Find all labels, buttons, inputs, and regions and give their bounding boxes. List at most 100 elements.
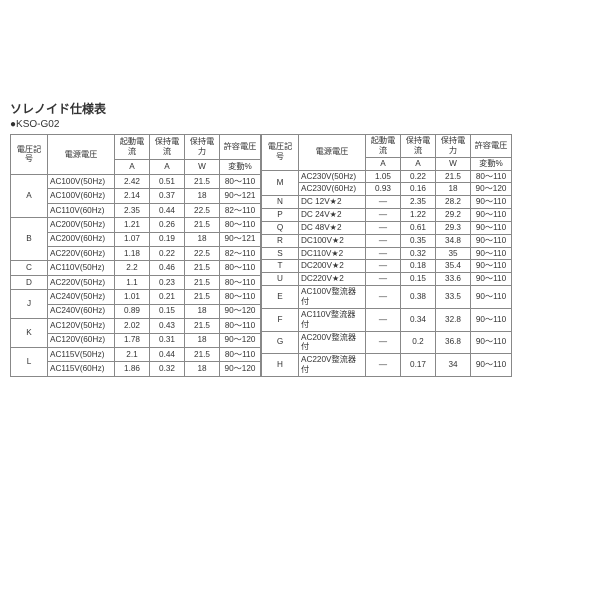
cell-hold-a: 0.32 xyxy=(401,247,436,260)
table-row: AC230V(60Hz)0.930.161890～120 xyxy=(262,183,512,196)
cell-hold-a: 0.44 xyxy=(150,203,185,217)
cell-voltage: AC100V(50Hz) xyxy=(48,174,115,188)
table-row: LAC115V(50Hz)2.10.4421.580～110 xyxy=(11,347,261,361)
cell-voltage: AC240V(50Hz) xyxy=(48,290,115,304)
cell-start-a: — xyxy=(366,221,401,234)
cell-hold-w: 33.5 xyxy=(436,286,471,309)
hdr-voltage: 電源電圧 xyxy=(299,135,366,171)
cell-tol: 80～110 xyxy=(220,174,261,188)
hdr-unit-pct: 変動% xyxy=(471,157,512,170)
cell-voltage: DC220V★2 xyxy=(299,273,366,286)
cell-hold-w: 18 xyxy=(185,304,220,318)
table-row: DAC220V(50Hz)1.10.2321.580～110 xyxy=(11,275,261,289)
hdr-unit-w: W xyxy=(436,157,471,170)
cell-voltage: AC110V(60Hz) xyxy=(48,203,115,217)
cell-hold-a: 0.23 xyxy=(150,275,185,289)
cell-voltage: AC120V(60Hz) xyxy=(48,333,115,347)
cell-hold-w: 18 xyxy=(185,333,220,347)
cell-voltage: AC110V整流器付 xyxy=(299,308,366,331)
cell-code: R xyxy=(262,234,299,247)
cell-hold-a: 0.22 xyxy=(150,247,185,261)
cell-hold-w: 21.5 xyxy=(436,170,471,183)
hdr-tol: 許容電圧 xyxy=(220,135,261,160)
cell-start-a: — xyxy=(366,331,401,354)
cell-tol: 90～110 xyxy=(471,234,512,247)
cell-code: N xyxy=(262,196,299,209)
cell-code: C xyxy=(11,261,48,275)
cell-hold-w: 22.5 xyxy=(185,203,220,217)
table-row: MAC230V(50Hz)1.050.2221.580～110 xyxy=(262,170,512,183)
hdr-start-a: 起動電流 xyxy=(115,135,150,160)
cell-code: S xyxy=(262,247,299,260)
cell-tol: 80～110 xyxy=(220,275,261,289)
hdr-hold-w: 保持電力 xyxy=(436,135,471,158)
cell-tol: 80～110 xyxy=(220,290,261,304)
hdr-voltage: 電源電圧 xyxy=(48,135,115,175)
cell-voltage: AC200V(50Hz) xyxy=(48,218,115,232)
cell-code: G xyxy=(262,331,299,354)
table-row: AC220V(60Hz)1.180.2222.582～110 xyxy=(11,247,261,261)
cell-hold-w: 35.4 xyxy=(436,260,471,273)
cell-voltage: DC 12V★2 xyxy=(299,196,366,209)
cell-code: H xyxy=(262,354,299,377)
left-table: 電圧記号電源電圧起動電流保持電流保持電力許容電圧AAW変動%AAC100V(50… xyxy=(10,134,261,377)
cell-tol: 90～110 xyxy=(471,221,512,234)
table-row: RDC100V★2—0.3534.890～110 xyxy=(262,234,512,247)
cell-voltage: AC115V(50Hz) xyxy=(48,347,115,361)
cell-hold-w: 28.2 xyxy=(436,196,471,209)
cell-start-a: — xyxy=(366,196,401,209)
table-row: AC110V(60Hz)2.350.4422.582～110 xyxy=(11,203,261,217)
cell-tol: 90～120 xyxy=(220,304,261,318)
cell-tol: 90～120 xyxy=(220,362,261,377)
hdr-hold-a: 保持電流 xyxy=(401,135,436,158)
cell-start-a: — xyxy=(366,260,401,273)
cell-tol: 90～120 xyxy=(471,183,512,196)
cell-voltage: AC100V(60Hz) xyxy=(48,189,115,203)
cell-voltage: AC110V(50Hz) xyxy=(48,261,115,275)
table-row: BAC200V(50Hz)1.210.2621.580～110 xyxy=(11,218,261,232)
cell-start-a: 2.14 xyxy=(115,189,150,203)
hdr-unit-a1: A xyxy=(115,160,150,174)
cell-hold-w: 29.2 xyxy=(436,209,471,222)
cell-start-a: — xyxy=(366,234,401,247)
cell-hold-a: 0.15 xyxy=(401,273,436,286)
cell-tol: 90～120 xyxy=(220,333,261,347)
table-row: QDC 48V★2—0.6129.390～110 xyxy=(262,221,512,234)
cell-hold-w: 36.8 xyxy=(436,331,471,354)
hdr-tol: 許容電圧 xyxy=(471,135,512,158)
cell-hold-w: 21.5 xyxy=(185,261,220,275)
cell-start-a: 1.18 xyxy=(115,247,150,261)
cell-tol: 82～110 xyxy=(220,203,261,217)
table-row: AC115V(60Hz)1.860.321890～120 xyxy=(11,362,261,377)
cell-start-a: — xyxy=(366,209,401,222)
cell-tol: 90～110 xyxy=(471,354,512,377)
table-row: CAC110V(50Hz)2.20.4621.580～110 xyxy=(11,261,261,275)
cell-start-a: 1.78 xyxy=(115,333,150,347)
table-row: SDC110V★2—0.323590～110 xyxy=(262,247,512,260)
table-row: PDC 24V★2—1.2229.290～110 xyxy=(262,209,512,222)
hdr-unit-a1: A xyxy=(366,157,401,170)
table-row: NDC 12V★2—2.3528.290～110 xyxy=(262,196,512,209)
cell-hold-a: 0.35 xyxy=(401,234,436,247)
cell-start-a: — xyxy=(366,354,401,377)
cell-hold-a: 0.19 xyxy=(150,232,185,246)
cell-hold-w: 22.5 xyxy=(185,247,220,261)
cell-voltage: AC200V(60Hz) xyxy=(48,232,115,246)
table-row: TDC200V★2—0.1835.490～110 xyxy=(262,260,512,273)
cell-code: M xyxy=(262,170,299,196)
cell-hold-w: 21.5 xyxy=(185,347,220,361)
cell-tol: 90～110 xyxy=(471,260,512,273)
cell-start-a: 2.35 xyxy=(115,203,150,217)
cell-voltage: DC110V★2 xyxy=(299,247,366,260)
cell-start-a: 0.93 xyxy=(366,183,401,196)
cell-hold-w: 34.8 xyxy=(436,234,471,247)
cell-hold-a: 0.31 xyxy=(150,333,185,347)
cell-tol: 80～110 xyxy=(220,347,261,361)
cell-start-a: 2.02 xyxy=(115,319,150,333)
cell-start-a: 2.1 xyxy=(115,347,150,361)
tables-container: 電圧記号電源電圧起動電流保持電流保持電力許容電圧AAW変動%AAC100V(50… xyxy=(10,134,590,377)
cell-hold-a: 0.18 xyxy=(401,260,436,273)
cell-tol: 90～110 xyxy=(471,273,512,286)
table-row: KAC120V(50Hz)2.020.4321.580～110 xyxy=(11,319,261,333)
cell-tol: 90～121 xyxy=(220,232,261,246)
